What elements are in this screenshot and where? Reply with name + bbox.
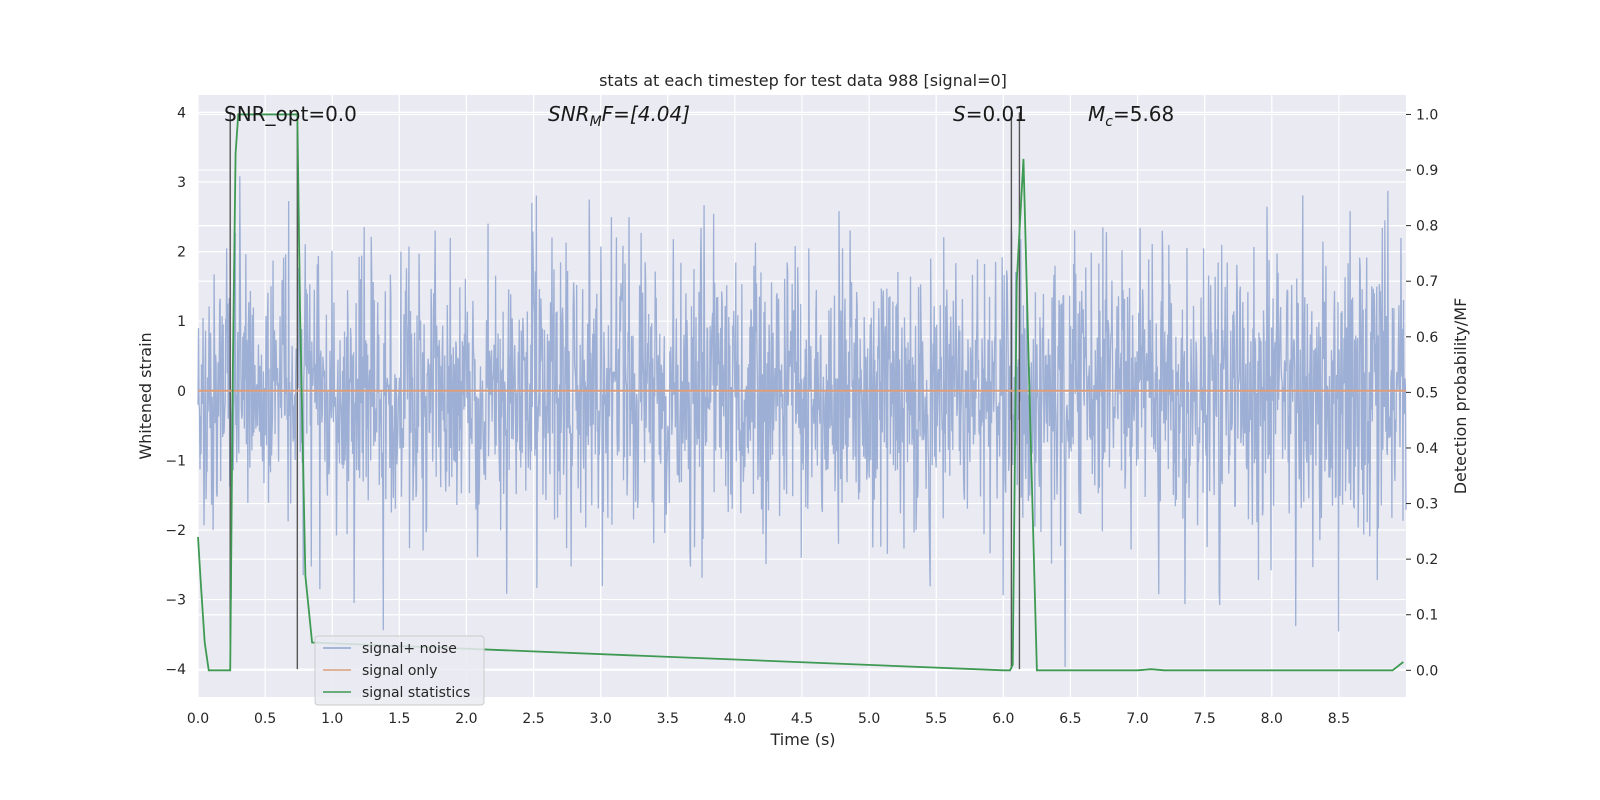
legend: signal+ noise signal only signal statist… — [314, 635, 485, 706]
snr-mf-base: SNR — [548, 102, 590, 126]
s-var: S — [953, 102, 966, 126]
series-signal-noise — [197, 176, 1407, 667]
y-right-tick-label: 0.1 — [1416, 608, 1438, 624]
mc-sub: c — [1105, 114, 1113, 130]
y-right-tick-label: 0.0 — [1416, 663, 1438, 679]
y-tick-label: −1 — [165, 453, 186, 469]
x-tick-label: 3.0 — [590, 711, 612, 727]
legend-label-stats: signal statistics — [362, 685, 470, 701]
x-ticks: 0.0 0.5 1.0 1.5 2.0 2.5 3.0 3.5 4.0 4.5 5.0 5.5 6.0 6… — [187, 711, 1350, 727]
x-tick-label: 8.0 — [1261, 711, 1283, 727]
x-tick-label: 3.5 — [657, 711, 679, 727]
x-tick-label: 8.5 — [1328, 711, 1350, 727]
x-tick-label: 5.0 — [858, 711, 880, 727]
y-tick-label: 1 — [177, 314, 186, 330]
snr-mf-rest: F=[4.04] — [602, 102, 690, 126]
x-tick-label: 6.5 — [1059, 711, 1081, 727]
y-axis-label-right: Detection probability/MF — [1451, 298, 1470, 495]
legend-label-noise: signal+ noise — [362, 641, 457, 657]
y-tick-label: 2 — [177, 245, 186, 261]
x-tick-label: 2.0 — [455, 711, 477, 727]
x-tick-label: 0.0 — [187, 711, 209, 727]
annotation-snr-mf: SNRMF=[4.04] — [548, 102, 690, 130]
series-lines — [197, 113, 1406, 672]
x-tick-label: 6.0 — [992, 711, 1014, 727]
y-right-tick-label: 0.6 — [1416, 330, 1438, 346]
s-rest: =0.01 — [966, 102, 1027, 126]
y-right-tick-label: 0.4 — [1416, 441, 1438, 457]
legend-box — [314, 635, 485, 706]
x-tick-label: 1.5 — [388, 711, 410, 727]
y-right-tick-label: 0.2 — [1416, 552, 1438, 568]
y-right-tick-label: 0.7 — [1416, 274, 1438, 290]
y-tick-label: −3 — [165, 593, 186, 609]
x-tick-label: 4.0 — [724, 711, 746, 727]
y-tick-label: −2 — [165, 523, 186, 539]
y-right-tick-label: 1.0 — [1416, 107, 1438, 123]
y-tick-label: −4 — [165, 662, 186, 678]
annotation-mc: Mc=5.68 — [1088, 102, 1174, 130]
mc-rest: =5.68 — [1113, 102, 1174, 126]
chart-title: stats at each timestep for test data 988… — [599, 71, 1007, 90]
y-tick-label: 4 — [177, 105, 186, 121]
noise-line — [197, 176, 1407, 667]
x-axis-label: Time (s) — [769, 730, 835, 749]
x-tick-label: 2.5 — [522, 711, 544, 727]
x-tick-label: 7.5 — [1194, 711, 1216, 727]
annotation-snr-opt: SNR_opt=0.0 — [224, 102, 357, 126]
y-ticks-right: 0.0 0.1 0.2 0.3 0.4 0.5 0.6 0.7 0.8 0.9 1.0 — [1406, 107, 1438, 679]
y-right-tick-label: 0.3 — [1416, 497, 1438, 513]
mc-base: M — [1088, 102, 1105, 126]
snr-mf-sub: M — [590, 114, 602, 130]
y-tick-label: 3 — [177, 175, 186, 191]
x-tick-label: 5.5 — [925, 711, 947, 727]
x-tick-label: 1.0 — [321, 711, 343, 727]
legend-label-signal: signal only — [362, 663, 437, 679]
signal-statistics-line — [197, 113, 1404, 672]
y-right-tick-label: 0.5 — [1416, 385, 1438, 401]
x-tick-label: 4.5 — [791, 711, 813, 727]
y-axis-label-left: Whitened strain — [136, 332, 155, 459]
y-ticks-left: −4 −3 −2 −1 0 1 2 3 4 — [165, 105, 186, 678]
y-right-tick-label: 0.8 — [1416, 219, 1438, 235]
annotation-s: S=0.01 — [953, 102, 1027, 126]
x-tick-label: 0.5 — [254, 711, 276, 727]
y-right-tick-label: 0.9 — [1416, 163, 1438, 179]
x-tick-label: 7.0 — [1126, 711, 1148, 727]
y-tick-label: 0 — [177, 384, 186, 400]
